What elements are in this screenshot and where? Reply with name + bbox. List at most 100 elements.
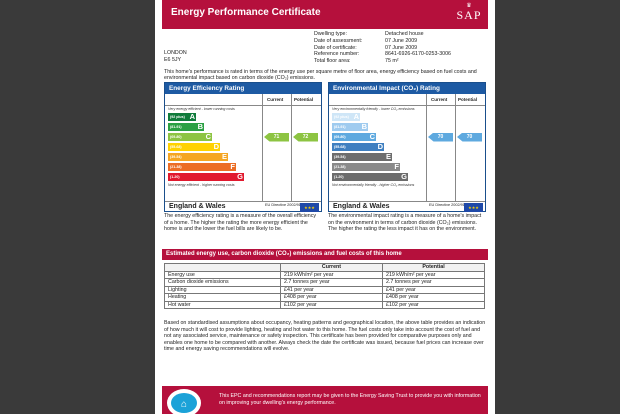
certificate-title: Energy Performance Certificate [171,7,321,18]
efficiency-band-a: (92 plus) A [168,113,196,121]
environmental-potential-rating: 70 [457,132,482,142]
efficiency-panel-footer: England & Wales EU Directive 2002/91/EC ★★… [165,201,321,212]
environmental-rating-chart: Current Potential Very environmentally fri… [329,94,485,202]
energy-efficiency-panel: Energy Efficiency Rating Current Potential… [164,82,322,212]
costs-row-current: 219 kWh/m² per year [280,270,383,279]
eu-flag-icon: ★★★ [300,203,319,212]
property-details: Dwelling type: Detached house Date of asse… [314,31,451,65]
environmental-band-c: (69-80) C [332,133,376,141]
efficiency-directive: EU Directive 2002/91/EC [265,203,308,207]
table-row: Hot water £102 per year £102 per year [164,300,485,309]
environmental-panel-footer: England & Wales EU Directive 2002/91/EC ★★… [329,201,485,212]
band-letter: C [369,132,375,141]
address-line-2: E6 5JY [164,57,182,63]
band-range: (81-91) [334,125,346,129]
costs-header-blank [164,263,281,272]
band-letter: A [353,112,359,121]
costs-row-label: Energy use [164,270,281,279]
costs-row-current: 2.7 tonnes per year [280,278,383,287]
table-row: Energy use 219 kWh/m² per year 219 kWh/m² … [164,270,485,279]
intro-text: This home's performance is rated in term… [164,69,477,82]
environmental-band-b: (81-91) B [332,123,368,131]
detail-label: Date of assessment: [314,37,363,44]
band-range: (1-20) [170,175,180,179]
environmental-directive: EU Directive 2002/91/EC [429,203,472,207]
environmental-impact-panel: Environmental Impact (CO₂) Rating Current… [328,82,486,212]
efficiency-band-e: (39-54) E [168,153,228,161]
detail-label: Reference number: [314,51,360,58]
certificate-footer: ⌂ This EPC and recommendations report ma… [162,386,488,414]
environmental-band-d: (55-68) D [332,143,384,151]
sap-logo: ♛ SAP [452,3,486,27]
band-letter: G [401,172,407,181]
environmental-top-note: Very environmentally friendly - lower CO… [332,107,415,111]
certificate-page: Energy Performance Certificate ♛ SAP LON… [155,0,495,414]
band-letter: F [394,162,399,171]
efficiency-region: England & Wales [169,203,226,210]
costs-header-potential: Potential [382,263,485,272]
table-row: Heating £408 per year £408 per year [164,293,485,302]
band-range: (21-38) [334,165,346,169]
crown-icon: ♛ [466,3,472,9]
divider [165,105,321,106]
efficiency-band-f: (21-38) F [168,163,236,171]
costs-row-label: Hot water [164,300,281,309]
energy-saving-trust-badge: ⌂ [171,393,197,413]
costs-table-header: Current Potential [164,263,485,272]
costs-row-label: Lighting [164,285,281,294]
band-letter: D [377,142,383,151]
sap-logo-text: SAP [456,8,482,22]
environmental-bottom-note: Not environmentally friendly - higher CO… [332,183,415,187]
eu-flag-icon: ★★★ [464,203,483,212]
divider [291,94,292,202]
band-letter: D [213,142,219,151]
efficiency-top-note: Very energy efficient - lower running co… [168,107,235,111]
detail-value: 07 June 2009 [385,37,418,44]
environmental-band-g: (1-20) G [332,173,408,181]
environmental-region: England & Wales [333,203,390,210]
environmental-col-potential: Potential [458,97,478,102]
divider [455,94,456,202]
address-line-1: LONDON [164,50,187,56]
costs-row-label: Carbon dioxide emissions [164,278,281,287]
band-range: (39-54) [170,155,182,159]
costs-section-title: Estimated energy use, carbon dioxide (CO… [162,249,488,260]
certificate-header: Energy Performance Certificate ♛ SAP [162,0,488,29]
band-range: (21-38) [170,165,182,169]
table-row: Lighting £41 per year £41 per year [164,285,485,294]
efficiency-panel-title: Energy Efficiency Rating [165,83,321,94]
band-letter: E [385,152,391,161]
table-row: Carbon dioxide emissions 2.7 tonnes per y… [164,278,485,287]
costs-row-potential: 219 kWh/m² per year [382,270,485,279]
detail-row: Date of certificate: 07 June 2009 [314,45,451,52]
environmental-col-current: Current [431,97,448,102]
environmental-band-a: (92 plus) A [332,113,360,121]
efficiency-current-rating: 71 [264,132,289,142]
environmental-current-rating: 70 [428,132,453,142]
detail-row: Dwelling type: Detached house [314,31,451,38]
detail-value: 8641-6926-6170-0253-3006 [385,51,451,58]
environmental-band-f: (21-38) F [332,163,400,171]
costs-row-current: £102 per year [280,300,383,309]
efficiency-band-g: (1-20) G [168,173,244,181]
efficiency-col-current: Current [267,97,284,102]
divider [262,94,263,202]
costs-table: Current Potential Energy use 219 kWh/m² p… [164,263,485,309]
detail-value: 75 m² [385,58,399,65]
efficiency-band-d: (55-68) D [168,143,220,151]
costs-row-current: £408 per year [280,293,383,302]
detail-row: Total floor area: 75 m² [314,58,451,65]
efficiency-bottom-note: Not energy efficient - higher running co… [168,183,235,187]
environmental-description: The environmental impact rating is a mea… [328,213,482,232]
band-range: (1-20) [334,175,344,179]
divider [329,105,485,106]
detail-label: Date of certificate: [314,44,357,51]
band-range: (81-91) [170,125,182,129]
environmental-panel-title: Environmental Impact (CO₂) Rating [329,83,485,94]
property-address: LONDON E6 5JY [164,50,187,64]
divider [426,94,427,202]
costs-row-potential: £102 per year [382,300,485,309]
band-letter: B [361,122,367,131]
detail-label: Dwelling type: [314,31,347,37]
detail-label: Total floor area: [314,58,351,65]
